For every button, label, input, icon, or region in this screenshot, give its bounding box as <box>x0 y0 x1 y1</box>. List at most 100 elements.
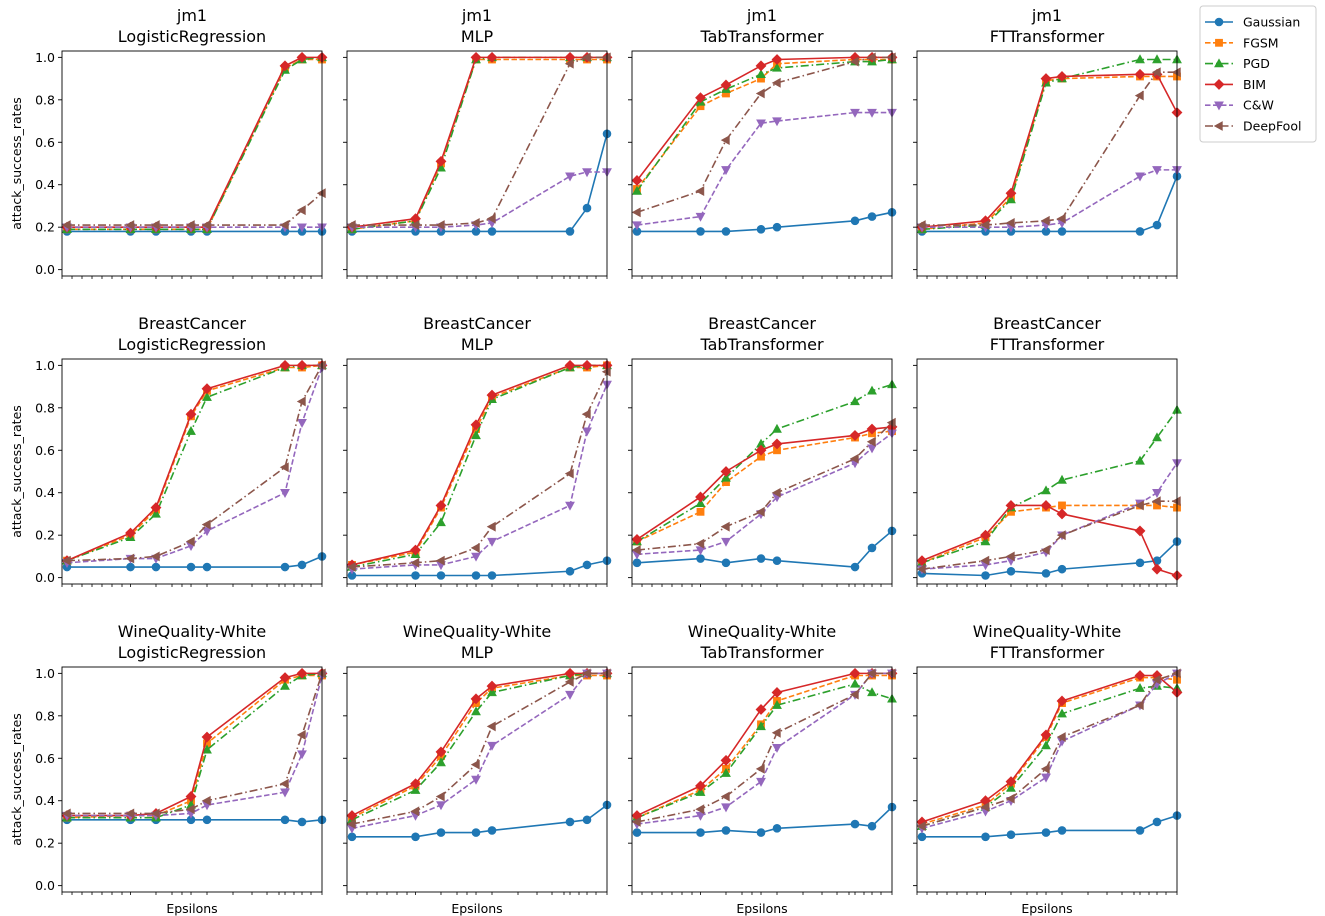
series-gaussian <box>62 552 327 572</box>
data-point-candw <box>867 444 877 454</box>
y-tick-label: 0.0 <box>35 570 55 585</box>
data-point-deepfool <box>1134 90 1144 101</box>
data-point-candw <box>1041 773 1051 783</box>
data-point-pgd <box>756 69 766 79</box>
data-point-pgd <box>1057 708 1067 718</box>
subplot-title-dataset: WineQuality-White <box>403 622 551 641</box>
series-line-deepfool <box>636 672 892 823</box>
series-line-deepfool <box>921 71 1177 226</box>
series-line-deepfool <box>66 673 323 815</box>
series-pgd <box>347 52 612 234</box>
data-point-bim <box>1040 500 1052 511</box>
data-point-bim <box>470 51 482 63</box>
data-point-deepfool <box>316 188 326 199</box>
subplot-breastcancer-logisticregression: BreastCancer LogisticRegression 0.0 0.2 0.4 0… <box>9 314 328 587</box>
data-point-bim <box>849 667 861 679</box>
data-point-pgd <box>756 721 766 731</box>
data-point-pgd <box>280 680 290 690</box>
data-point-bim <box>346 810 358 822</box>
series-gaussian <box>632 526 897 572</box>
data-point-deepfool <box>470 759 480 770</box>
data-point-deepfool <box>470 543 480 553</box>
data-point-pgd <box>1006 194 1016 204</box>
data-point-gaussian <box>772 824 782 833</box>
series-line-fgsm <box>66 58 322 231</box>
data-point-deepfool <box>564 676 574 687</box>
legend-label: Gaussian <box>1243 15 1300 30</box>
data-point-bim <box>1056 695 1068 707</box>
data-point-bim <box>296 667 308 679</box>
series-line-deepfool <box>66 192 323 226</box>
subplot-title-dataset: WineQuality-White <box>973 622 1121 641</box>
data-point-bim <box>695 92 706 104</box>
data-point-gaussian <box>126 562 135 572</box>
subplot-winequality-white-logisticregression: WineQuality-White LogisticRegression 0.0 0.… <box>9 622 328 916</box>
data-point-gaussian <box>632 828 642 837</box>
data-point-deepfool <box>849 56 859 67</box>
subplot-winequality-white-tabtransformer: WineQuality-White TabTransformer Epsilons <box>628 622 898 916</box>
series-candw <box>917 459 1182 575</box>
subplot-breastcancer-fttransformer: BreastCancer FTTransformer <box>913 314 1183 587</box>
series-bim <box>61 667 328 822</box>
subplot-breastcancer-mlp: BreastCancer MLP <box>343 314 613 587</box>
series-line-pgd <box>66 56 323 231</box>
data-point-deepfool <box>346 819 356 829</box>
data-point-bim <box>486 389 498 401</box>
data-point-bim <box>279 672 291 684</box>
series-deepfool <box>346 366 611 572</box>
data-point-pgd <box>1152 432 1162 442</box>
subplot-title-model: LogisticRegression <box>118 27 266 46</box>
series-deepfool <box>61 668 326 819</box>
data-point-bim <box>1005 500 1017 511</box>
series-line-fgsm <box>921 676 1178 825</box>
data-point-deepfool <box>916 564 926 575</box>
data-point-candw <box>850 108 860 118</box>
data-point-fgsm <box>696 507 705 516</box>
series-gaussian <box>62 815 327 827</box>
y-tick-label: 0.6 <box>35 751 55 766</box>
data-point-candw <box>632 221 642 231</box>
legend-item-candw: C&W <box>1205 98 1274 113</box>
series-line-fgsm <box>351 58 607 231</box>
data-point-gaussian <box>487 826 497 835</box>
data-point-gaussian <box>347 832 357 842</box>
data-point-gaussian <box>202 562 212 572</box>
series-fgsm <box>348 55 611 234</box>
data-point-gaussian <box>202 815 212 825</box>
legend-item-bim: BIM <box>1205 77 1266 92</box>
data-point-bim <box>771 438 783 450</box>
data-point-deepfool <box>125 808 135 819</box>
legend-label: DeepFool <box>1243 119 1301 134</box>
series-line-bim <box>351 56 607 228</box>
series-fgsm <box>63 671 326 822</box>
data-point-candw <box>721 803 731 813</box>
subplot-title-model: LogisticRegression <box>118 335 266 354</box>
data-point-pgd <box>1041 740 1051 750</box>
series-deepfool <box>61 188 326 230</box>
data-point-bim <box>755 444 767 456</box>
data-point-deepfool <box>410 220 420 230</box>
data-point-deepfool <box>581 409 591 420</box>
series-line-pgd <box>921 409 1178 564</box>
data-point-pgd <box>202 744 212 754</box>
data-point-deepfool <box>631 207 641 218</box>
data-point-bim <box>581 359 593 371</box>
data-point-candw <box>487 537 497 547</box>
series-line-bim <box>921 504 1178 577</box>
y-tick-label: 0.0 <box>35 878 55 893</box>
subplot-jm1-logisticregression: jm1 LogisticRegression 0.0 0.2 0.4 0.6 0.8 1.0 a… <box>9 6 328 279</box>
data-point-deepfool <box>486 213 496 224</box>
data-point-deepfool <box>296 205 306 216</box>
data-point-deepfool <box>601 668 611 679</box>
legend-label: C&W <box>1243 98 1274 113</box>
data-point-gaussian <box>721 826 731 835</box>
data-point-candw <box>695 212 706 222</box>
series-gaussian <box>917 811 1182 842</box>
series-pgd <box>917 404 1182 567</box>
data-point-pgd <box>436 757 446 767</box>
series-line-candw <box>351 384 608 570</box>
series-line-deepfool <box>351 371 608 568</box>
data-point-gaussian <box>1006 830 1016 839</box>
data-point-candw <box>695 811 706 821</box>
